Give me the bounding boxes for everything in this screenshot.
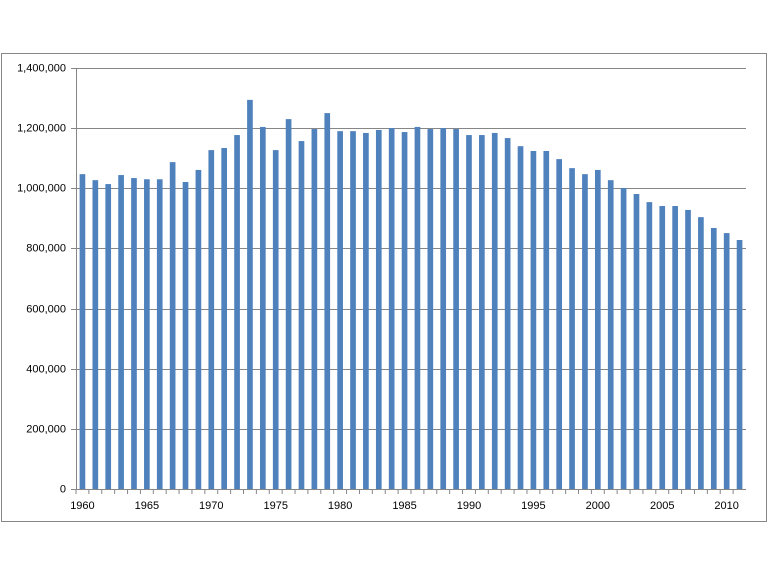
bar: [672, 206, 678, 489]
y-tick-label: 0: [60, 483, 66, 495]
y-tick-label: 400,000: [26, 363, 66, 375]
bar: [105, 184, 112, 489]
bar: [259, 126, 266, 489]
x-tick-label: 1990: [457, 500, 481, 512]
y-tick-label: 800,000: [26, 242, 66, 254]
bar: [620, 187, 627, 490]
y-tick-label: 1,000,000: [17, 182, 66, 194]
x-tick-label: 1995: [521, 500, 545, 512]
bar: [556, 159, 563, 489]
x-tick-label: 1975: [263, 500, 287, 512]
bar: [234, 135, 240, 490]
bar: [569, 168, 575, 489]
bar: [659, 206, 666, 489]
bar: [337, 131, 343, 489]
bar: [723, 233, 730, 489]
bar: [440, 128, 447, 489]
bar: [427, 129, 434, 490]
bar: [221, 147, 228, 490]
bar: [156, 179, 163, 489]
bar: [582, 174, 588, 489]
x-tick-label: 1970: [199, 500, 223, 512]
bar: [646, 202, 653, 489]
bar: [272, 150, 279, 489]
x-tick-label: 2010: [714, 500, 738, 512]
bar: [311, 129, 318, 490]
bar: [453, 129, 459, 490]
bar: [298, 141, 305, 489]
bar: [247, 99, 253, 489]
bar: [414, 126, 421, 489]
bar: [363, 132, 369, 489]
bar: [169, 162, 176, 489]
x-tick-label: 1960: [70, 500, 94, 512]
x-tick-label: 1985: [392, 500, 416, 512]
x-tick-label: 1965: [135, 500, 159, 512]
y-tick-label: 600,000: [26, 303, 66, 315]
bar: [504, 138, 511, 490]
bar: [607, 180, 614, 489]
bar: [324, 113, 331, 489]
y-tick-label: 200,000: [26, 423, 66, 435]
bar: [633, 193, 640, 490]
bar: [182, 181, 189, 490]
bar: [479, 135, 485, 490]
y-tick-label: 1,200,000: [17, 122, 66, 134]
bar: [350, 131, 356, 489]
bar: [92, 180, 99, 489]
bar: [530, 150, 537, 490]
bar: [543, 150, 550, 490]
y-tick-label: 1,400,000: [17, 62, 66, 74]
x-tick-label: 2005: [650, 500, 674, 512]
bar: [388, 128, 395, 489]
bar: [594, 169, 601, 489]
bar: [710, 227, 717, 490]
bar: [466, 135, 472, 490]
bar: [208, 150, 215, 489]
bar: [698, 217, 704, 489]
bar: [375, 129, 382, 489]
bar: [195, 169, 202, 489]
bar: [118, 175, 124, 489]
bar: [517, 146, 524, 489]
x-tick-label: 2000: [586, 500, 610, 512]
bar: [79, 174, 86, 489]
bar: [285, 119, 292, 489]
bar: [144, 179, 150, 489]
bar: [491, 132, 498, 489]
bar: [131, 178, 137, 489]
bar: [736, 240, 743, 489]
bar: [401, 132, 408, 490]
x-tick-label: 1980: [328, 500, 352, 512]
bar: [685, 209, 691, 490]
